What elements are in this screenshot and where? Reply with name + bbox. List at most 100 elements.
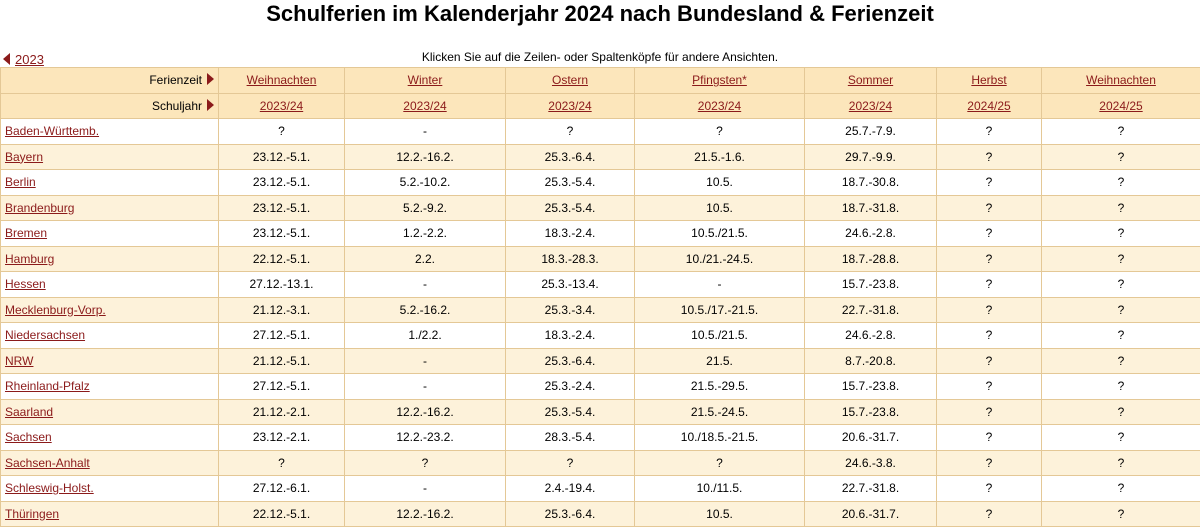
column-header-ferienzeit: Weihnachten: [1041, 67, 1200, 94]
schuljahr-column-link[interactable]: 2024/25: [967, 98, 1011, 113]
date-cell: 18.7.-31.8.: [804, 194, 937, 221]
date-cell: 21.12.-2.1.: [218, 398, 345, 425]
column-header-schuljahr: 2024/25: [1041, 92, 1200, 119]
schuljahr-column-link[interactable]: 2023/24: [403, 98, 447, 113]
previous-year-link[interactable]: 2023: [15, 52, 44, 67]
date-cell: 10.5./21.5.: [634, 322, 805, 349]
date-cell: 10./11.5.: [634, 475, 805, 502]
date-cell: 18.7.-30.8.: [804, 169, 937, 196]
date-cell: 27.12.-6.1.: [218, 475, 345, 502]
state-link[interactable]: Hessen: [5, 277, 46, 292]
table-row: NRW 21.12.-5.1. -25.3.-6.4. 21.5. 8.7.-20.8.…: [0, 347, 1200, 374]
date-cell: ?: [936, 449, 1042, 476]
state-link[interactable]: Sachsen-Anhalt: [5, 455, 90, 470]
date-cell: ?: [1041, 296, 1200, 323]
date-cell: 25.3.-13.4.: [505, 271, 635, 298]
ferienzeit-column-link[interactable]: Pfingsten*: [692, 73, 747, 88]
schuljahr-column-link[interactable]: 2023/24: [548, 98, 592, 113]
schuljahr-label-cell[interactable]: Schuljahr: [0, 92, 219, 119]
state-link[interactable]: NRW: [5, 353, 34, 368]
date-cell: ?: [936, 500, 1042, 527]
ferienzeit-column-link[interactable]: Sommer: [847, 73, 894, 88]
state-cell: Sachsen: [0, 424, 219, 451]
date-cell: 5.2.-10.2.: [344, 169, 506, 196]
table-row: Sachsen 23.12.-2.1. 12.2.-23.2. 28.3.-5.4. 1…: [0, 424, 1200, 451]
state-link[interactable]: Berlin: [5, 175, 36, 190]
date-cell: ?: [936, 398, 1042, 425]
left-arrow-icon[interactable]: [3, 53, 10, 65]
state-link[interactable]: Hamburg: [5, 251, 55, 266]
state-link[interactable]: Thüringen: [5, 506, 60, 521]
date-cell: ?: [505, 449, 635, 476]
state-link[interactable]: Mecklenburg-Vorp.: [5, 302, 106, 317]
state-cell: Hamburg: [0, 245, 219, 272]
schuljahr-column-link[interactable]: 2024/25: [1099, 98, 1143, 113]
column-header-schuljahr: 2023/24: [344, 92, 506, 119]
right-arrow-icon[interactable]: [207, 73, 214, 86]
date-cell: 25.3.-2.4.: [505, 373, 635, 400]
state-link[interactable]: Bremen: [5, 226, 48, 241]
ferienzeit-column-link[interactable]: Herbst: [971, 73, 1007, 88]
schuljahr-column-link[interactable]: 2023/24: [848, 98, 893, 113]
previous-year-nav[interactable]: 2023: [3, 52, 44, 67]
state-link[interactable]: Rheinland-Pfalz: [5, 379, 90, 394]
table-row: Thüringen 22.12.-5.1. 12.2.-16.2. 25.3.-6.4…: [0, 500, 1200, 527]
state-cell: Hessen: [0, 271, 219, 298]
state-link[interactable]: Saarland: [5, 404, 54, 419]
date-cell: 21.5.-29.5.: [634, 373, 805, 400]
date-cell: 23.12.-2.1.: [218, 424, 345, 451]
state-link[interactable]: Bayern: [5, 149, 44, 164]
date-cell: ?: [1041, 271, 1200, 298]
schuljahr-column-link[interactable]: 2023/24: [697, 98, 742, 113]
right-arrow-icon[interactable]: [207, 98, 214, 111]
date-cell: -: [344, 347, 506, 374]
date-cell: 12.2.-16.2.: [344, 143, 506, 170]
date-cell: 10.5.: [634, 169, 805, 196]
date-cell: 27.12.-5.1.: [218, 322, 345, 349]
date-cell: ?: [1041, 143, 1200, 170]
date-cell: 21.5.-24.5.: [634, 398, 805, 425]
state-link[interactable]: Baden-Württemb.: [5, 124, 100, 139]
state-cell: Berlin: [0, 169, 219, 196]
table-row: Bayern 23.12.-5.1. 12.2.-16.2. 25.3.-6.4. 21…: [0, 143, 1200, 170]
state-link[interactable]: Schleswig-Holst.: [5, 481, 94, 496]
table-row: Niedersachsen 27.12.-5.1. 1./2.2. 18.3.-2.4…: [0, 322, 1200, 349]
date-cell: 10.5./17.-21.5.: [634, 296, 805, 323]
date-cell: 23.12.-5.1.: [218, 194, 345, 221]
date-cell: 15.7.-23.8.: [804, 271, 937, 298]
date-cell: 21.12.-3.1.: [218, 296, 345, 323]
date-cell: 24.6.-3.8.: [804, 449, 937, 476]
date-cell: 10./21.-24.5.: [634, 245, 805, 272]
table-row: Hamburg 22.12.-5.1. 2.2. 18.3.-28.3. 10./21.…: [0, 245, 1200, 272]
ferienzeit-column-link[interactable]: Ostern: [551, 73, 588, 88]
state-cell: Brandenburg: [0, 194, 219, 221]
date-cell: 18.7.-28.8.: [804, 245, 937, 272]
date-cell: 22.7.-31.8.: [804, 296, 937, 323]
state-cell: Baden-Württemb.: [0, 118, 219, 145]
date-cell: ?: [634, 449, 805, 476]
table-row: Brandenburg 23.12.-5.1. 5.2.-9.2. 25.3.-5.4…: [0, 194, 1200, 221]
date-cell: 24.6.-2.8.: [804, 322, 937, 349]
date-cell: 21.5.: [634, 347, 805, 374]
date-cell: ?: [1041, 118, 1200, 145]
state-link[interactable]: Sachsen: [5, 430, 52, 445]
date-cell: 10.5.: [634, 500, 805, 527]
state-link[interactable]: Niedersachsen: [5, 328, 86, 343]
schuljahr-column-link[interactable]: 2023/24: [259, 98, 304, 113]
ferienzeit-column-link[interactable]: Winter: [407, 73, 443, 88]
date-cell: 18.3.-28.3.: [505, 245, 635, 272]
ferienzeit-column-link[interactable]: Weihnachten: [1086, 73, 1156, 88]
ferienzeit-label-cell[interactable]: Ferienzeit: [0, 67, 219, 94]
page-title: Schulferien im Kalenderjahr 2024 nach Bu…: [266, 1, 934, 26]
ferienzeit-column-link[interactable]: Weihnachten: [246, 73, 317, 88]
date-cell: 24.6.-2.8.: [804, 220, 937, 247]
date-cell: 20.6.-31.7.: [804, 424, 937, 451]
state-link[interactable]: Brandenburg: [5, 200, 75, 215]
column-header-ferienzeit: Herbst: [936, 67, 1042, 94]
date-cell: 25.3.-5.4.: [505, 169, 635, 196]
date-cell: ?: [1041, 194, 1200, 221]
column-header-schuljahr: 2023/24: [634, 92, 805, 119]
column-header-ferienzeit: Winter: [344, 67, 506, 94]
date-cell: 23.12.-5.1.: [218, 169, 345, 196]
ferienzeit-header-row: Ferienzeit Weihnachten Winter Ostern Pfings…: [0, 67, 1200, 94]
